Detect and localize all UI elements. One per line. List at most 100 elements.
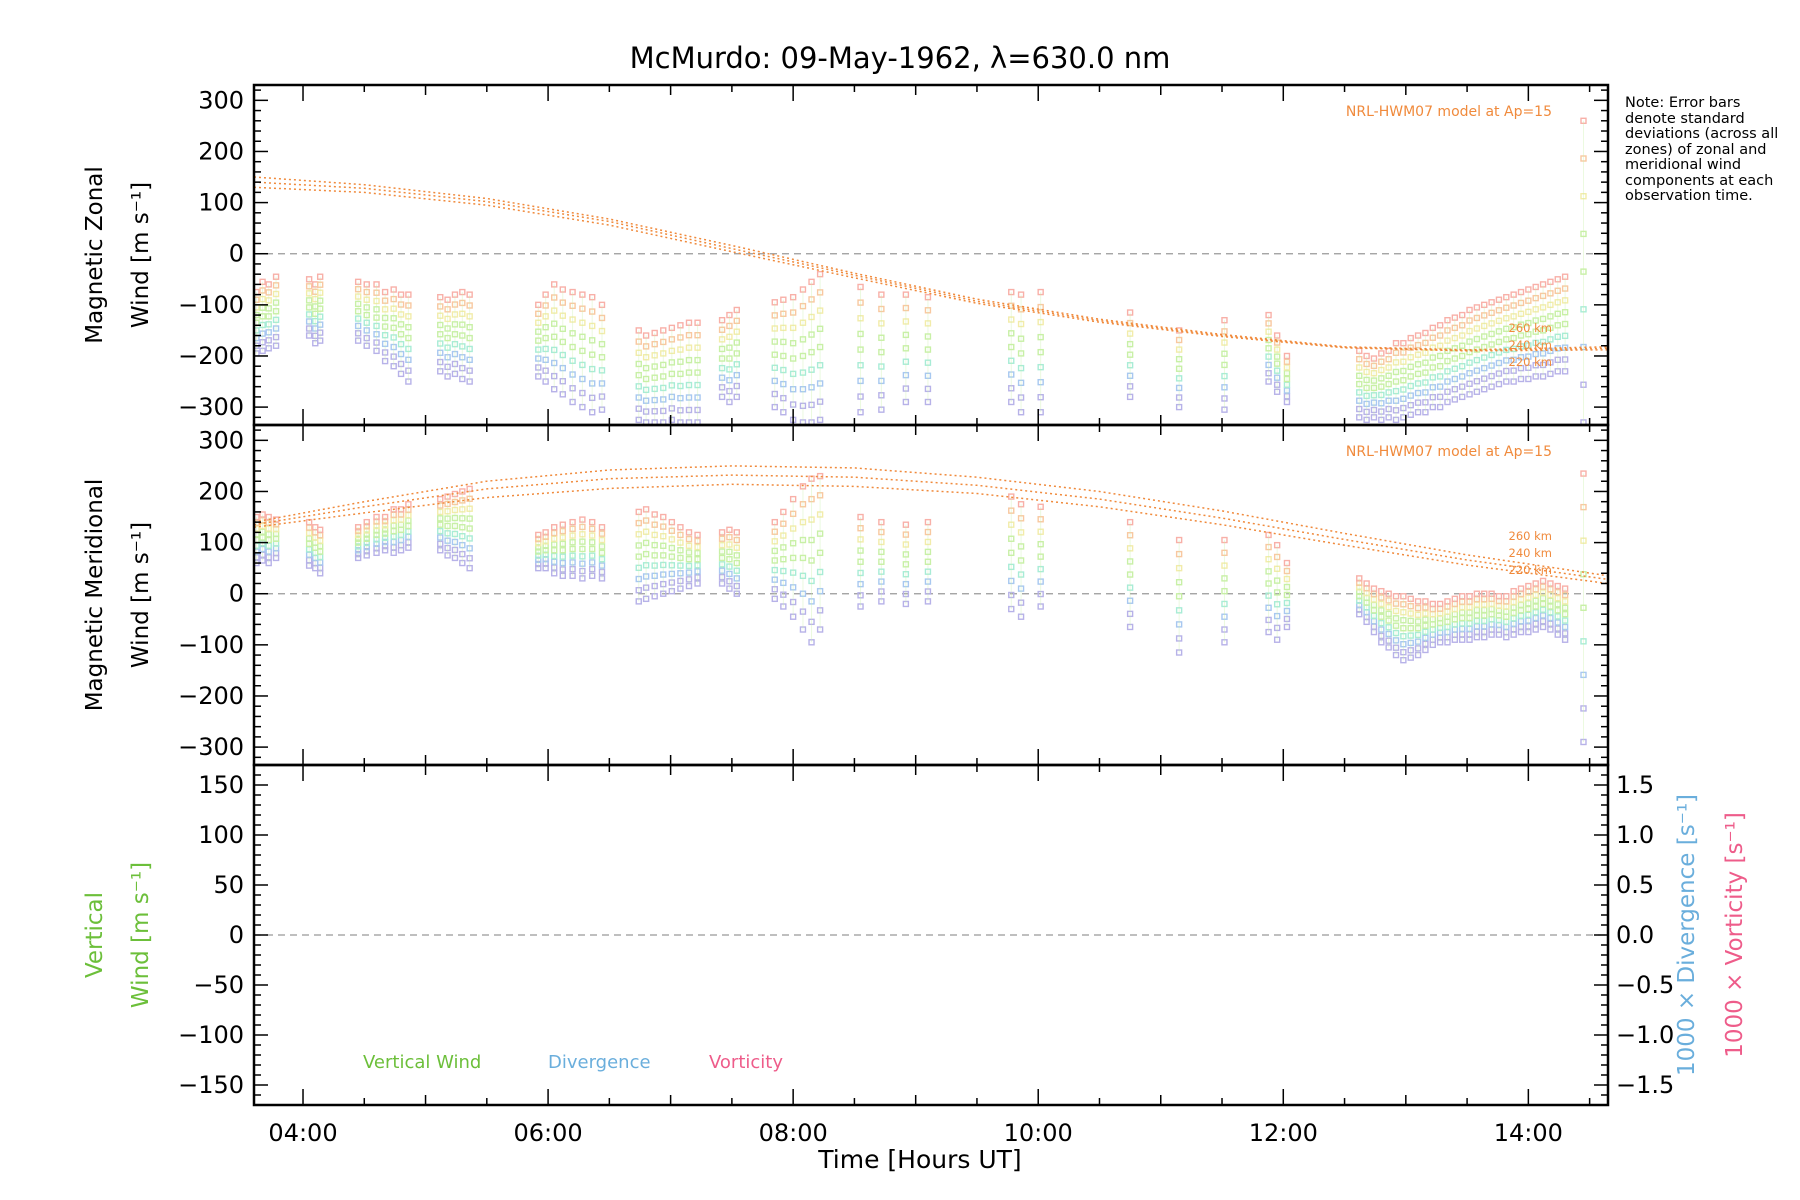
meridional-obs-2 bbox=[265, 513, 272, 567]
meridional-obs-point bbox=[816, 626, 824, 633]
zonal-obs-point bbox=[259, 330, 266, 337]
meridional-obs-point bbox=[902, 571, 910, 578]
zonal-obs-point bbox=[1517, 364, 1525, 372]
meridional-obs-point bbox=[1554, 613, 1561, 620]
meridional-obs-point bbox=[651, 582, 658, 590]
zonal-obs-point bbox=[305, 325, 313, 332]
zonal-obs-point bbox=[1554, 287, 1561, 294]
meridional-obs-66 bbox=[1422, 598, 1429, 654]
zonal-obs-point bbox=[1451, 386, 1459, 393]
meridional-ytick-label: 300 bbox=[198, 426, 244, 454]
meridional-obs-point bbox=[1422, 604, 1429, 611]
meridional-obs-point bbox=[780, 508, 787, 516]
meridional-obs-point bbox=[668, 527, 676, 534]
vertical-ytick-label: 150 bbox=[198, 771, 244, 799]
meridional-obs-point bbox=[265, 513, 272, 521]
meridional-obs-point bbox=[437, 527, 444, 535]
zonal-obs-point bbox=[1008, 316, 1015, 323]
zonal-obs-point bbox=[771, 338, 778, 345]
zonal-obs-point bbox=[816, 380, 824, 387]
zonal-obs-point bbox=[363, 304, 370, 311]
meridional-obs-56 bbox=[1283, 559, 1291, 631]
meridional-obs-12 bbox=[397, 506, 405, 554]
zonal-obs-point bbox=[1356, 397, 1363, 404]
meridional-obs-point bbox=[579, 523, 586, 531]
meridional-obs-point bbox=[363, 523, 370, 530]
zonal-obs-point bbox=[579, 361, 586, 369]
zonal-obs-point bbox=[1378, 416, 1385, 424]
meridional-obs-point bbox=[390, 506, 397, 513]
zonal-obs-12 bbox=[397, 291, 405, 378]
meridional-obs-point bbox=[1378, 613, 1385, 620]
zonal-obs-point bbox=[668, 336, 676, 343]
vorticity-axis-label: 1000 × Vorticity [s⁻¹] bbox=[1722, 812, 1748, 1058]
meridional-obs-79 bbox=[1517, 585, 1525, 636]
meridional-obs-point bbox=[1283, 599, 1291, 607]
zonal-obs-point bbox=[542, 291, 549, 298]
zonal-obs-30 bbox=[660, 327, 667, 425]
meridional-obs-point bbox=[535, 540, 542, 547]
zonal-obs-point bbox=[1510, 378, 1517, 385]
zonal-obs-point bbox=[878, 363, 885, 370]
meridional-ytick-label: 100 bbox=[198, 529, 244, 557]
zonal-obs-point bbox=[1451, 314, 1459, 321]
meridional-obs-point bbox=[808, 516, 815, 523]
meridional-obs-point bbox=[924, 518, 932, 526]
zonal-obs-point bbox=[808, 401, 815, 409]
meridional-obs-point bbox=[1580, 671, 1587, 679]
zonal-obs-point bbox=[451, 370, 459, 378]
zonal-obs-point bbox=[535, 319, 542, 326]
zonal-obs-point bbox=[1503, 336, 1510, 343]
zonal-obs-point bbox=[1273, 332, 1281, 339]
meridional-obs-point bbox=[1037, 503, 1044, 511]
zonal-obs-point bbox=[902, 304, 910, 312]
meridional-obs-point bbox=[733, 575, 740, 582]
y2-tick-label: 0.0 bbox=[1616, 921, 1654, 949]
zonal-obs-point bbox=[1444, 327, 1451, 334]
zonal-obs-point bbox=[1525, 297, 1532, 304]
zonal-obs-25 bbox=[588, 293, 596, 416]
meridional-obs-point bbox=[588, 525, 596, 533]
zonal-obs-point bbox=[660, 373, 667, 380]
zonal-obs-point bbox=[1017, 364, 1025, 372]
meridional-obs-point bbox=[1265, 568, 1272, 575]
meridional-obs-point bbox=[579, 575, 586, 582]
meridional-obs-point bbox=[381, 526, 389, 533]
zonal-obs-point bbox=[642, 364, 650, 372]
meridional-obs-point bbox=[551, 558, 558, 565]
zonal-obs-point bbox=[857, 377, 864, 385]
zonal-obs-19 bbox=[535, 301, 542, 380]
meridional-obs-point bbox=[1414, 604, 1422, 612]
zonal-obs-point bbox=[1126, 372, 1134, 379]
meridional-obs-point bbox=[1580, 738, 1587, 746]
zonal-obs-point bbox=[1510, 356, 1517, 364]
zonal-obs-point bbox=[1283, 352, 1291, 360]
zonal-obs-point bbox=[1503, 346, 1510, 354]
meridional-obs-point bbox=[642, 517, 650, 524]
zonal-obs-point bbox=[1429, 324, 1436, 332]
zonal-obs-point bbox=[569, 371, 576, 378]
meridional-obs-point bbox=[254, 513, 260, 521]
meridional-obs-47 bbox=[924, 518, 932, 605]
zonal-obs-4 bbox=[305, 276, 313, 339]
zonal-obs-point bbox=[1265, 353, 1272, 360]
zonal-obs-point bbox=[726, 366, 733, 373]
zonal-obs-point bbox=[451, 360, 459, 368]
zonal-obs-point bbox=[579, 403, 586, 411]
zonal-obs-point bbox=[668, 393, 676, 401]
zonal-obs-65 bbox=[1414, 332, 1422, 416]
vertical-ytick-label: −50 bbox=[193, 971, 244, 999]
meridional-obs-point bbox=[259, 511, 266, 518]
meridional-obs-point bbox=[1554, 607, 1561, 614]
zonal-obs-point bbox=[1517, 310, 1525, 317]
zonal-obs-point bbox=[598, 354, 606, 361]
meridional-obs-point bbox=[1547, 614, 1554, 622]
meridional-obs-point bbox=[1221, 626, 1228, 633]
zonal-obs-point bbox=[551, 333, 558, 341]
meridional-obs-point bbox=[381, 522, 389, 529]
meridional-obs-1 bbox=[259, 511, 266, 564]
zonal-obs-point bbox=[1473, 378, 1481, 385]
meridional-obs-point bbox=[799, 572, 807, 580]
zonal-obs-point bbox=[1385, 347, 1392, 355]
zonal-obs-point bbox=[1473, 314, 1481, 322]
